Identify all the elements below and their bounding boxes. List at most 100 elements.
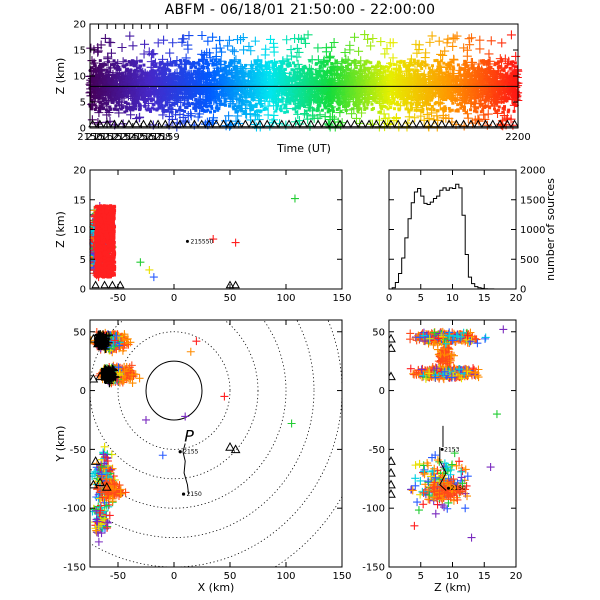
time-height-dense-source	[200, 59, 204, 63]
time-height-dense-source	[367, 87, 371, 91]
time-height-dense-source	[204, 59, 208, 63]
time-height-dense-source	[95, 86, 99, 90]
time-height-dense-source	[359, 107, 363, 111]
station-triangle-marker	[488, 119, 498, 128]
time-height-dense-source	[125, 108, 129, 112]
time-height-dense-source	[506, 110, 510, 114]
time-height-dense-source	[323, 87, 327, 91]
time-height-dense-source	[463, 78, 467, 82]
time-height-dense-source	[323, 103, 327, 107]
time-height-dense-source	[505, 99, 509, 103]
time-height-dense-source	[423, 83, 427, 87]
time-height-dense-source	[108, 81, 112, 85]
time-height-dense-source	[118, 68, 122, 72]
time-height-dense-source	[103, 80, 107, 84]
time-height-dense-source	[330, 61, 334, 65]
time-height-dense-source	[123, 65, 127, 69]
time-height-dense-source	[183, 67, 187, 71]
time-height-dense-source	[294, 90, 298, 94]
time-height-dense-source	[363, 100, 367, 104]
time-height-dense-source	[487, 58, 491, 62]
time-height-dense-source	[397, 90, 401, 94]
time-height-dense-source	[175, 109, 179, 113]
time-height-source	[425, 37, 435, 47]
time-height-dense-source	[193, 69, 197, 73]
time-height-dense-source	[216, 97, 220, 101]
time-height-source	[197, 31, 207, 41]
station-triangle-marker	[131, 119, 141, 128]
time-height-dense-source	[487, 78, 491, 82]
time-height-dense-source	[401, 95, 405, 99]
time-height-source	[329, 37, 339, 47]
time-height-dense-source	[451, 68, 455, 72]
time-height-dense-source	[116, 64, 120, 68]
time-height-dense-source	[234, 70, 238, 74]
time-height-dense-source	[387, 93, 391, 97]
time-height-dense-source	[460, 80, 464, 84]
time-height-dense-source	[346, 71, 350, 75]
time-height-dense-source	[315, 87, 319, 91]
time-height-dense-source	[286, 64, 290, 68]
time-height-dense-source	[143, 104, 147, 108]
time-height-dense-source	[179, 61, 183, 65]
time-height-dense-source	[464, 96, 468, 100]
time-height-dense-source	[454, 98, 458, 102]
time-height-dense-source	[132, 79, 136, 83]
time-height-dense-source	[191, 80, 195, 84]
time-height-dense-source	[314, 94, 318, 98]
time-height-dense-source	[90, 80, 94, 84]
time-height-dense-source	[444, 93, 448, 97]
time-height-dense-source	[159, 77, 163, 81]
time-height-dense-source	[247, 70, 251, 74]
time-height-dense-source	[489, 101, 493, 105]
time-height-dense-source	[421, 101, 425, 105]
time-height-dense-source	[110, 97, 114, 101]
time-height-dense-source	[211, 63, 215, 67]
time-height-dense-source	[115, 67, 119, 71]
time-height-dense-source	[513, 61, 517, 65]
time-height-dense-source	[339, 109, 343, 113]
time-height-dense-source	[468, 73, 472, 77]
time-height-dense-source	[432, 70, 436, 74]
time-height-dense-source	[351, 107, 355, 111]
time-height-dense-source	[320, 108, 324, 112]
time-height-dense-source	[425, 107, 429, 111]
time-height-dense-source	[354, 66, 358, 70]
time-height-dense-source	[214, 100, 218, 104]
time-height-dense-source	[168, 72, 172, 76]
time-height-dense-source	[501, 106, 505, 110]
time-height-dense-source	[392, 92, 396, 96]
time-height-dense-source	[451, 101, 455, 105]
time-height-dense-source	[219, 69, 223, 73]
time-height-dense-source	[144, 99, 148, 103]
time-height-dense-source	[420, 104, 424, 108]
time-height-dense-source	[280, 65, 284, 69]
time-height-dense-source	[327, 96, 331, 100]
time-height-dense-source	[240, 100, 244, 104]
time-height-dense-source	[459, 102, 463, 106]
time-height-dense-source	[464, 83, 468, 87]
time-height-dense-source	[279, 99, 283, 103]
time-height-dense-source	[377, 91, 381, 95]
x-height-points: 215550	[89, 194, 299, 289]
time-height-dense-source	[369, 61, 373, 65]
time-height-dense-source	[124, 105, 128, 109]
time-height-dense-source	[194, 97, 198, 101]
time-height-dense-source	[168, 81, 172, 85]
time-height-dense-source	[316, 107, 320, 111]
time-height-dense-source	[501, 95, 505, 99]
time-height-dense-source	[314, 70, 318, 74]
time-height-dense-source	[469, 92, 473, 96]
time-height-dense-source	[111, 74, 115, 78]
time-height-dense-source	[481, 91, 485, 95]
time-height-dense-source	[132, 104, 136, 108]
time-height-dense-source	[189, 78, 193, 82]
time-height-dense-source	[319, 60, 323, 64]
time-height-dense-source	[112, 59, 116, 63]
time-height-dense-source	[298, 104, 302, 108]
time-height-dense-source	[267, 65, 271, 69]
time-height-dense-source	[209, 110, 213, 114]
time-height-dense-source	[250, 107, 254, 111]
time-height-source	[224, 35, 234, 45]
time-height-dense-source	[357, 61, 361, 65]
